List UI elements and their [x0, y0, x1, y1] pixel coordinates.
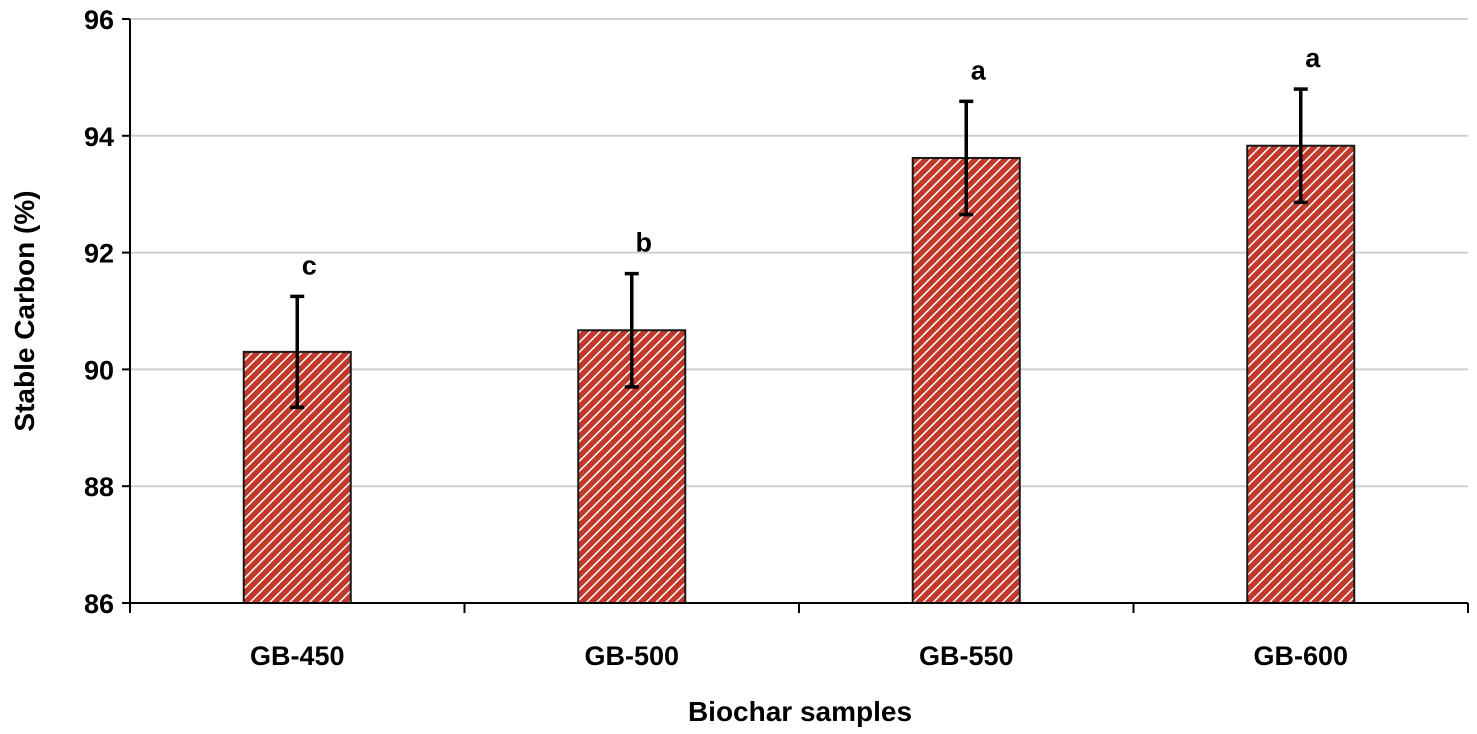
y-tick-label: 92	[84, 239, 114, 269]
significance-letter: b	[636, 228, 653, 258]
bar	[911, 156, 1021, 604]
axes	[122, 18, 1469, 613]
y-tick-label: 86	[84, 589, 114, 619]
x-tick-label: GB-600	[1253, 641, 1348, 671]
x-tick-label: GB-550	[919, 641, 1014, 671]
x-tick-label: GB-500	[584, 641, 679, 671]
y-tick-label: 88	[84, 472, 114, 502]
y-tick-label: 90	[84, 355, 114, 385]
significance-letter: a	[1305, 43, 1321, 73]
y-tick-label: 96	[84, 5, 114, 35]
y-axis-title: Stable Carbon (%)	[9, 190, 40, 431]
significance-letter: c	[302, 250, 317, 280]
bar	[1246, 144, 1356, 604]
gridlines	[130, 18, 1468, 488]
bar-series: c b a a	[242, 43, 1356, 604]
x-axis-title: Biochar samples	[688, 696, 912, 727]
y-tick-label: 94	[84, 122, 114, 152]
x-tick-label: GB-450	[250, 641, 345, 671]
significance-letter: a	[971, 55, 987, 85]
tick-labels: 86 88 90 92 94 96 GB-450 GB-500 GB-550 GB-600	[84, 5, 1348, 671]
